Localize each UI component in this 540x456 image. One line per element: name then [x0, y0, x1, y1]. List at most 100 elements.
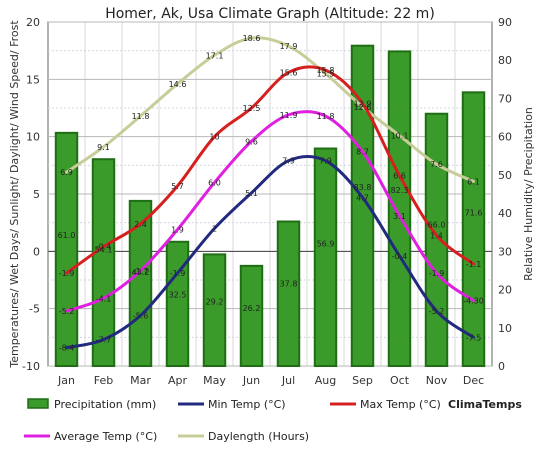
max-temp-c-value-label: 6.6: [393, 172, 406, 181]
daylength-hours-value-label: 18.6: [243, 34, 261, 43]
precipitation-mm-value-label: 32.5: [169, 291, 187, 300]
chart-title: Homer, Ak, Usa Climate Graph (Altitude: …: [105, 6, 435, 22]
precipitation-bar: [91, 158, 116, 367]
min-temp-c-value-label: -8.4: [59, 344, 75, 353]
average-temp-c-value-label: 11.8: [317, 112, 335, 121]
max-temp-c-value-label: -1.1: [466, 260, 482, 269]
max-temp-c-value-label: -1.9: [59, 269, 75, 278]
precipitation-bar: [313, 147, 338, 367]
precipitation-bar: [54, 131, 79, 367]
x-tick-label: Aug: [315, 374, 336, 387]
daylength-hours-value-label: 11.8: [132, 112, 150, 121]
x-tick-label: Feb: [94, 374, 113, 387]
data-labels: 61.0 54.1 43.2 32.5 29.2 26.2 37.8 56.9 83.8 82.3…: [58, 34, 484, 353]
daylength-hours-value-label: 9.1: [97, 143, 110, 152]
precipitation-bar: [461, 91, 486, 367]
y-left-tick-label: 10: [26, 131, 40, 144]
y-axis-right-label: Relative Humidity/ Precipitation: [522, 107, 535, 281]
average-temp-c-value-label: 11.9: [280, 111, 298, 120]
precipitation-mm-value-label: 66.0: [428, 220, 446, 229]
y-right-tick-label: 70: [498, 92, 512, 105]
y-left-tick-label: -10: [22, 360, 40, 373]
average-temp-c-value-label: -4.30: [463, 297, 484, 306]
daylength-hours-value-label: 15.5: [317, 70, 335, 79]
daylength-hours-value-label: 7.6: [430, 160, 443, 169]
x-tick-label: Sep: [352, 374, 373, 387]
average-temp-c-legend-label: Average Temp (°C): [54, 430, 157, 443]
min-temp-c-value-label: 7.9: [319, 157, 332, 166]
average-temp-c-value-label: -1.9: [429, 269, 445, 278]
x-tick-label: Dec: [463, 374, 484, 387]
precipitation-bar: [276, 220, 301, 367]
y-left-tick-label: 5: [33, 188, 40, 201]
average-temp-c-value-label: 3.1: [393, 212, 406, 221]
min-temp-c-value-label: 2: [212, 224, 217, 233]
min-temp-c-value-label: -5.2: [429, 307, 445, 316]
x-tick-label: May: [203, 374, 226, 387]
max-temp-c-value-label: 12.9: [354, 99, 372, 108]
precipitation-bar: [202, 253, 227, 367]
y-right-tick-label: 30: [498, 245, 512, 258]
precipitation-bar: [128, 199, 153, 367]
x-tick-label: Oct: [390, 374, 410, 387]
average-temp-c-value-label: 9.6: [245, 137, 258, 146]
y-right-tick-label: 90: [498, 16, 512, 29]
precipitation-mm-value-label: 61.0: [58, 231, 76, 240]
average-temp-c-value-label: -5.2: [59, 307, 75, 316]
precipitation-mm-legend-swatch: [27, 398, 49, 409]
y-right-tick-label: 80: [498, 54, 512, 67]
x-tick-label: Jul: [281, 374, 295, 387]
average-temp-c-value-label: 1.9: [171, 226, 184, 235]
precipitation-bar: [165, 240, 190, 367]
max-temp-c-legend-label: Max Temp (°C): [360, 398, 441, 411]
precipitation-mm-value-label: 83.8: [354, 183, 372, 192]
min-temp-c-value-label: -7.5: [466, 333, 482, 342]
min-temp-c-value-label: 7.9: [282, 157, 295, 166]
precipitation-mm-value-label: 37.8: [280, 280, 298, 289]
daylength-hours-value-label: 17.9: [280, 42, 298, 51]
y-right-tick-label: 10: [498, 322, 512, 335]
daylength-hours-value-label: 12.6: [354, 103, 372, 112]
y-left-tick-label: 20: [26, 16, 40, 29]
min-temp-c-value-label: -0.4: [392, 252, 408, 261]
y-right-tick-label: 0: [498, 360, 505, 373]
y-right-tick-label: 40: [498, 207, 512, 220]
min-temp-c-value-label: -7.7: [96, 336, 112, 345]
max-temp-c-value-label: 1.4: [430, 231, 443, 240]
precipitation-mm-value-label: 54.1: [95, 245, 113, 254]
precipitation-mm-value-label: 43.2: [132, 268, 150, 277]
y-left-tick-label: 0: [33, 245, 40, 258]
precipitation-bar: [350, 44, 375, 367]
max-temp-c-value-label: 2.4: [134, 220, 147, 229]
x-tick-label: Jan: [57, 374, 75, 387]
chart-legend: Precipitation (mm) Min Temp (°C) Max Temp …: [24, 398, 522, 443]
y-right-tick-label: 50: [498, 169, 512, 182]
max-temp-c-value-label: 15.8: [317, 66, 335, 75]
min-temp-c-value-label: -5.6: [133, 312, 149, 321]
daylength-hours-value-label: 17.1: [206, 51, 224, 60]
min-temp-c-value-label: 5.1: [245, 189, 258, 198]
y-left-tick-label: 15: [26, 73, 40, 86]
plot-grid: [47, 21, 493, 367]
climatemps-watermark: ClimaTemps: [448, 398, 522, 411]
average-temp-c-line: [65, 110, 475, 313]
max-temp-c-value-label: -0.4: [96, 243, 112, 252]
y-axis-left-label: Temperatures/ Wet Days/ Sunlight/ Daylig…: [8, 20, 21, 369]
chart-axes: -10 -5 0 5 10 15 20 0 10 20 30 40 50 60 70 80 90 Jan Feb Ma…: [22, 16, 512, 387]
daylength-hours-value-label: 6.1: [467, 177, 480, 186]
daylength-hours-legend-label: Daylength (Hours): [208, 430, 309, 443]
y-right-tick-label: 20: [498, 284, 512, 297]
precipitation-mm-legend-label: Precipitation (mm): [54, 398, 156, 411]
average-temp-c-value-label: -4.1: [96, 294, 112, 303]
x-tick-label: Mar: [130, 374, 151, 387]
min-temp-c-legend-label: Min Temp (°C): [208, 398, 286, 411]
average-temp-c-value-label: -1.7: [133, 267, 149, 276]
min-temp-c-line: [65, 154, 475, 350]
daylength-hours-value-label: 10.1: [391, 132, 409, 141]
average-temp-c-value-label: 8.7: [356, 148, 369, 157]
x-tick-label: Jun: [242, 374, 260, 387]
precipitation-mm-value-label: 26.2: [243, 304, 261, 313]
y-right-tick-label: 60: [498, 131, 512, 144]
